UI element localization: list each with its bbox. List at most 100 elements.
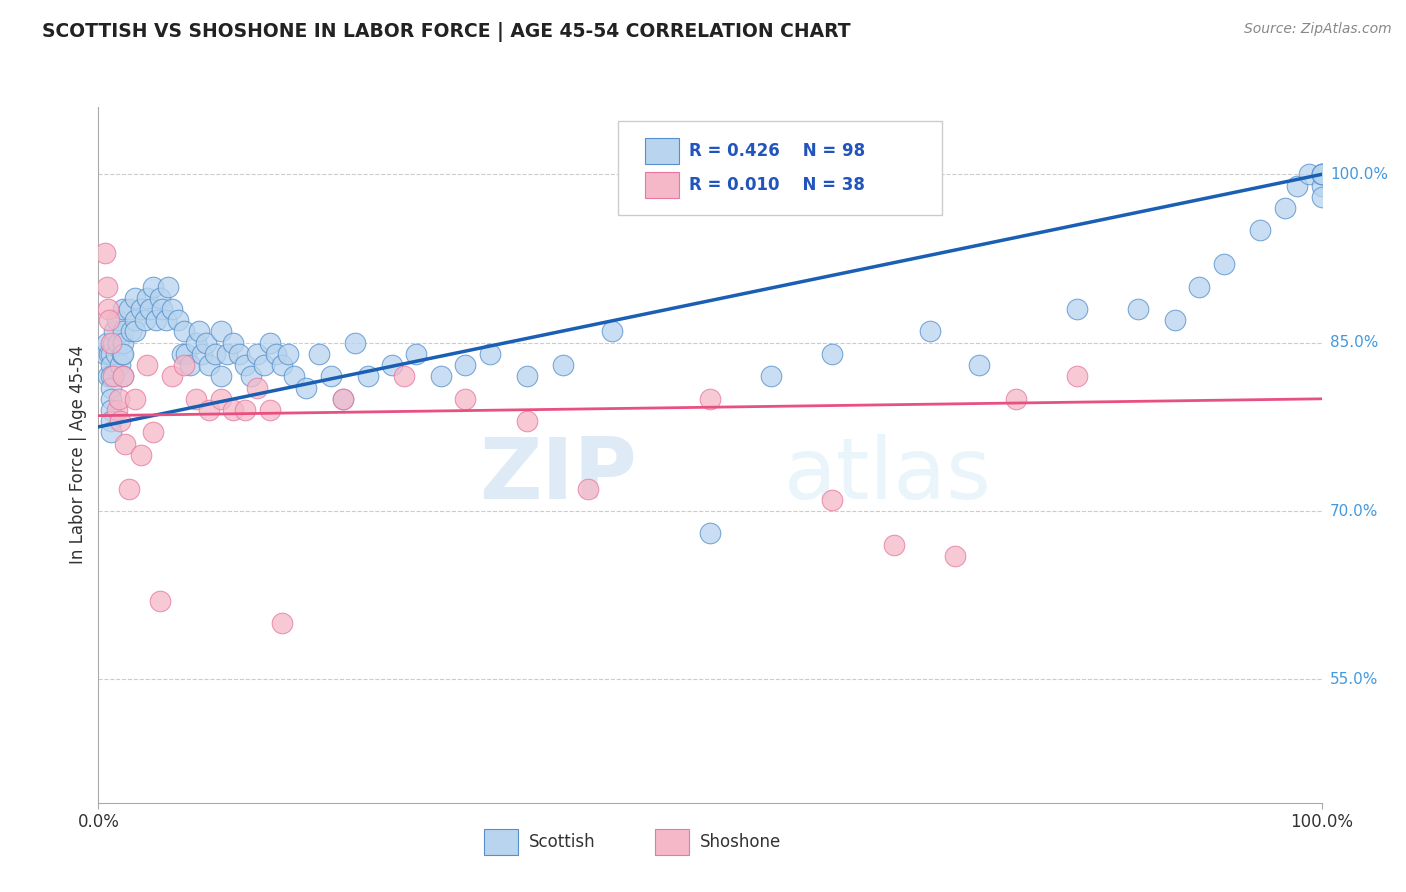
- Point: [222, 335, 245, 350]
- Point: [173, 325, 195, 339]
- Point: [103, 325, 125, 339]
- Point: [883, 538, 905, 552]
- Point: [100, 381, 122, 395]
- Point: [515, 414, 537, 428]
- Point: [124, 325, 146, 339]
- Point: [215, 347, 238, 361]
- Point: [145, 313, 167, 327]
- Point: [209, 369, 232, 384]
- Point: [170, 347, 193, 361]
- Point: [100, 425, 122, 440]
- Point: [100, 335, 122, 350]
- Point: [1298, 167, 1320, 181]
- Point: [96, 279, 118, 293]
- Point: [129, 448, 152, 462]
- Point: [405, 347, 427, 361]
- Text: Scottish: Scottish: [529, 833, 596, 851]
- Point: [100, 403, 122, 417]
- Text: atlas: atlas: [783, 434, 991, 517]
- Point: [160, 301, 183, 316]
- Point: [454, 358, 477, 372]
- Point: [1286, 178, 1309, 193]
- Text: 70.0%: 70.0%: [1330, 503, 1378, 518]
- Point: [252, 358, 274, 372]
- Point: [186, 392, 208, 406]
- Point: [240, 369, 263, 384]
- Point: [1310, 190, 1333, 204]
- Point: [100, 358, 122, 372]
- Point: [1128, 301, 1150, 316]
- Point: [319, 369, 342, 384]
- Point: [136, 291, 159, 305]
- Point: [233, 358, 256, 372]
- Point: [392, 369, 416, 384]
- Point: [114, 436, 136, 450]
- Point: [120, 325, 142, 339]
- Point: [176, 347, 198, 361]
- Point: [195, 335, 218, 350]
- Point: [187, 325, 209, 339]
- Point: [139, 301, 162, 316]
- Point: [105, 313, 128, 327]
- Text: Source: ZipAtlas.com: Source: ZipAtlas.com: [1244, 22, 1392, 37]
- Point: [967, 358, 990, 372]
- Y-axis label: In Labor Force | Age 45-54: In Labor Force | Age 45-54: [69, 345, 87, 565]
- Text: Shoshone: Shoshone: [700, 833, 782, 851]
- Point: [204, 347, 226, 361]
- Point: [1310, 167, 1333, 181]
- Point: [699, 392, 721, 406]
- Point: [101, 369, 124, 384]
- Point: [332, 392, 354, 406]
- Point: [259, 403, 281, 417]
- Point: [821, 347, 844, 361]
- Point: [136, 358, 159, 372]
- Point: [246, 381, 269, 395]
- Point: [454, 392, 477, 406]
- Point: [111, 347, 134, 361]
- Point: [761, 369, 783, 384]
- FancyBboxPatch shape: [619, 121, 942, 215]
- Point: [1310, 167, 1333, 181]
- Point: [344, 335, 367, 350]
- Point: [270, 358, 294, 372]
- Point: [93, 246, 115, 260]
- Point: [98, 313, 121, 327]
- Point: [1188, 279, 1211, 293]
- Point: [111, 347, 134, 361]
- Point: [142, 279, 165, 293]
- Point: [600, 325, 623, 339]
- Point: [129, 301, 152, 316]
- Point: [1212, 257, 1234, 271]
- Point: [97, 369, 120, 384]
- Point: [246, 347, 269, 361]
- Point: [576, 482, 599, 496]
- Point: [96, 335, 118, 350]
- Point: [264, 347, 287, 361]
- Point: [259, 335, 281, 350]
- Point: [111, 369, 134, 384]
- Point: [1004, 392, 1026, 406]
- Point: [356, 369, 378, 384]
- Point: [111, 325, 134, 339]
- Point: [111, 301, 134, 316]
- Point: [101, 335, 124, 350]
- Point: [222, 403, 245, 417]
- Point: [97, 301, 120, 316]
- Point: [124, 392, 146, 406]
- Point: [157, 279, 180, 293]
- Point: [553, 358, 575, 372]
- Point: [124, 291, 146, 305]
- Point: [105, 403, 128, 417]
- Point: [191, 347, 214, 361]
- Text: 100.0%: 100.0%: [1330, 167, 1388, 182]
- Point: [142, 425, 165, 440]
- Point: [283, 369, 305, 384]
- Point: [1249, 223, 1271, 237]
- Point: [1274, 201, 1296, 215]
- Point: [295, 381, 318, 395]
- Point: [150, 301, 173, 316]
- Point: [173, 358, 195, 372]
- Point: [430, 369, 453, 384]
- Point: [699, 526, 721, 541]
- FancyBboxPatch shape: [655, 829, 689, 855]
